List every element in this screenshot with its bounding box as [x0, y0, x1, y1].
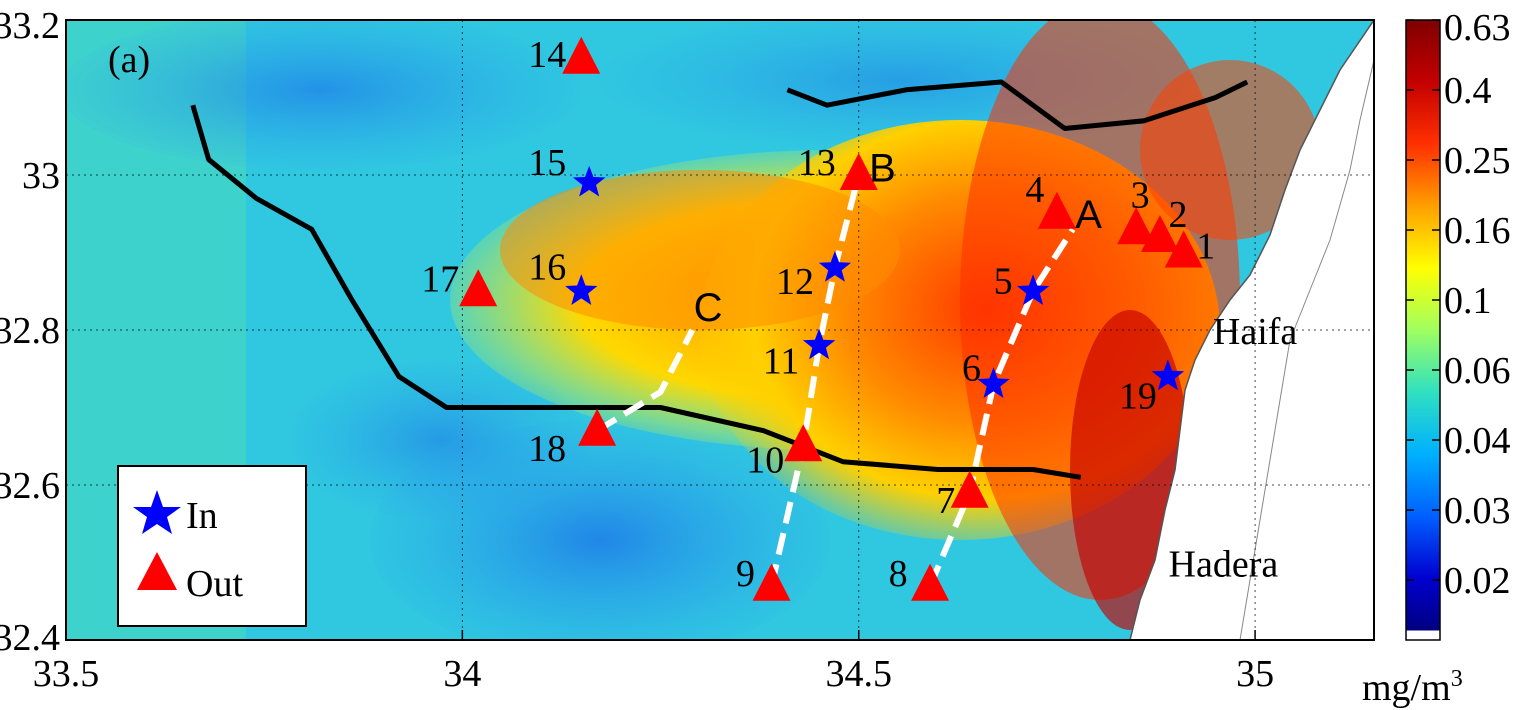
transect-label-C: C — [694, 286, 723, 330]
city-labels: Haifa Hadera — [1169, 311, 1298, 586]
station-13: 13 — [798, 142, 878, 190]
station-10: 10 — [746, 424, 823, 481]
transect-label-A: A — [1075, 193, 1102, 237]
station-6: 6 — [962, 347, 1010, 398]
x-tick-label: 35 — [1236, 653, 1274, 695]
colorbar-tick-label: 0.03 — [1444, 490, 1511, 532]
station-label: 7 — [936, 480, 955, 522]
transect-label-B: B — [869, 146, 896, 190]
triangle-icon — [784, 424, 823, 462]
station-14: 14 — [528, 34, 601, 76]
station-label: 5 — [994, 260, 1013, 302]
triangle-icon — [1117, 207, 1156, 245]
y-tick-label: 32.6 — [0, 465, 60, 507]
station-label: 18 — [528, 428, 566, 470]
station-label: 12 — [776, 261, 814, 303]
station-label: 8 — [889, 553, 908, 595]
y-tick-label: 33 — [22, 155, 60, 197]
triangle-icon — [1164, 230, 1203, 268]
station-11: 11 — [763, 328, 836, 383]
x-tick-label: 33.5 — [33, 653, 100, 695]
star-icon — [1017, 274, 1050, 305]
legend-out-label: Out — [186, 563, 243, 605]
triangle-icon — [578, 408, 617, 446]
panel-label: (a) — [108, 39, 150, 81]
x-tick-label: 34 — [443, 653, 481, 695]
station-label: 6 — [962, 347, 981, 389]
station-16: 16 — [528, 246, 598, 305]
y-tick-label: 32.4 — [0, 617, 60, 659]
station-1: 1 — [1164, 226, 1215, 268]
station-17: 17 — [421, 258, 498, 307]
station-8: 8 — [889, 553, 950, 601]
city-label: Haifa — [1213, 311, 1298, 353]
city-label: Hadera — [1169, 544, 1279, 586]
station-4: 4 — [1025, 169, 1076, 229]
triangle-icon — [911, 563, 950, 601]
legend-in-label: In — [186, 495, 218, 537]
front-lines — [190, 79, 1249, 480]
front-line — [190, 104, 1082, 480]
station-label: 11 — [763, 341, 800, 383]
x-tick-label: 34.5 — [825, 653, 892, 695]
transect-labels: A B C — [694, 146, 1103, 330]
station-15: 15 — [528, 142, 606, 197]
colorbar-tick-label: 0.06 — [1444, 350, 1511, 392]
star-icon — [977, 367, 1010, 398]
star-icon — [1151, 359, 1185, 391]
front-line — [786, 79, 1249, 131]
x-axis-ticks: 33.5 34 34.5 35 — [33, 630, 1274, 695]
star-icon — [818, 251, 852, 282]
y-tick-label: 32.8 — [0, 310, 60, 352]
colorbar-unit: mg/m3 — [1362, 666, 1463, 709]
land-area — [1129, 20, 1374, 640]
station-label: 2 — [1168, 194, 1187, 236]
triangle-icon — [562, 36, 601, 74]
station-3: 3 — [1117, 174, 1156, 245]
station-label: 15 — [528, 142, 566, 184]
triangle-icon — [839, 153, 878, 190]
star-icon — [133, 490, 181, 534]
station-label: 19 — [1119, 376, 1157, 418]
station-19: 19 — [1119, 359, 1185, 418]
station-5: 5 — [994, 260, 1050, 305]
triangle-icon — [459, 269, 498, 307]
triangle-icon — [752, 563, 791, 601]
triangle-icon — [950, 470, 989, 508]
colorbar-tick-label: 0.25 — [1444, 140, 1511, 182]
station-label: 13 — [798, 142, 836, 184]
colorbar-tick-label: 0.63 — [1444, 7, 1511, 49]
station-label: 4 — [1025, 169, 1044, 211]
transect-line-C — [595, 328, 695, 434]
colorbar: 0.63 0.4 0.25 0.16 0.1 0.06 0.04 0.03 0.02 mg/m3 — [1362, 7, 1511, 709]
y-axis-ticks: 32.4 32.6 32.8 33 33.2 — [0, 5, 60, 659]
star-icon — [573, 165, 606, 197]
station-7: 7 — [936, 470, 989, 522]
star-icon — [565, 274, 598, 305]
station-label: 9 — [736, 553, 755, 595]
station-label: 10 — [746, 439, 784, 481]
plot-frame — [65, 19, 1375, 641]
station-label: 3 — [1131, 174, 1150, 216]
legend: In Out — [117, 465, 307, 627]
triangle-icon — [137, 552, 177, 590]
station-label: 1 — [1196, 226, 1215, 268]
station-9: 9 — [736, 553, 791, 601]
station-12: 12 — [776, 251, 852, 303]
colorbar-tick-label: 0.4 — [1444, 70, 1492, 112]
station-label: 16 — [528, 246, 566, 288]
station-label: 17 — [421, 258, 459, 300]
star-icon — [802, 328, 836, 360]
colorbar-tick-label: 0.02 — [1444, 560, 1511, 602]
y-tick-label: 33.2 — [0, 5, 60, 47]
station-label: 14 — [528, 34, 566, 76]
station-18: 18 — [528, 408, 617, 470]
colorbar-tick-label: 0.16 — [1444, 210, 1511, 252]
triangle-icon — [1037, 191, 1076, 229]
colorbar-tick-label: 0.1 — [1444, 280, 1492, 322]
colorbar-tick-label: 0.04 — [1444, 420, 1511, 462]
